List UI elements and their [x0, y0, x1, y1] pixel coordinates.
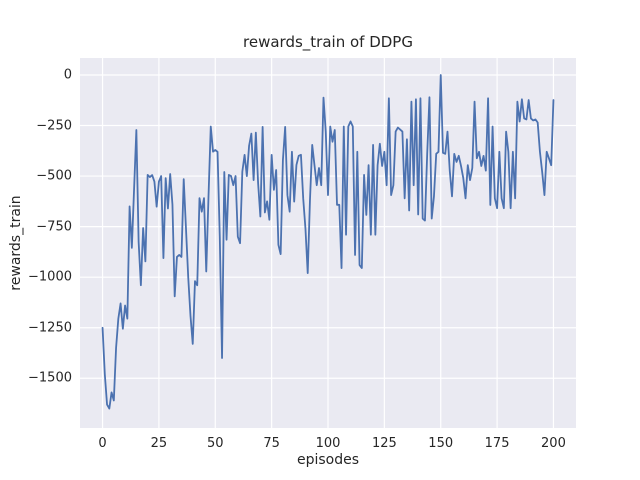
chart-title: rewards_train of DDPG: [243, 33, 413, 51]
x-tick-label: 50: [206, 436, 224, 451]
y-tick-label: −1000: [28, 269, 72, 285]
x-tick-label: 200: [541, 436, 566, 451]
y-tick-label: −1500: [28, 370, 72, 386]
x-tick-label: 125: [371, 436, 397, 451]
x-tick-label: 25: [150, 436, 168, 451]
y-axis-label-text: rewards_train: [8, 195, 24, 291]
x-axis-label: episodes: [296, 452, 360, 468]
x-tick-label: 175: [484, 436, 510, 451]
y-tick-label: −1250: [28, 320, 72, 336]
y-tick-label: −250: [36, 118, 72, 134]
x-tick-label: 0: [98, 436, 107, 451]
x-tick-label: 100: [315, 436, 341, 451]
y-tick-label: −500: [36, 168, 72, 184]
x-tick-label: 75: [263, 436, 280, 451]
x-tick-label: 150: [428, 436, 454, 451]
y-tick-label: −750: [36, 219, 72, 235]
plot-area: [80, 58, 576, 428]
y-tick-label: 0: [63, 67, 72, 83]
data-line-rewards-train: [101, 74, 555, 410]
